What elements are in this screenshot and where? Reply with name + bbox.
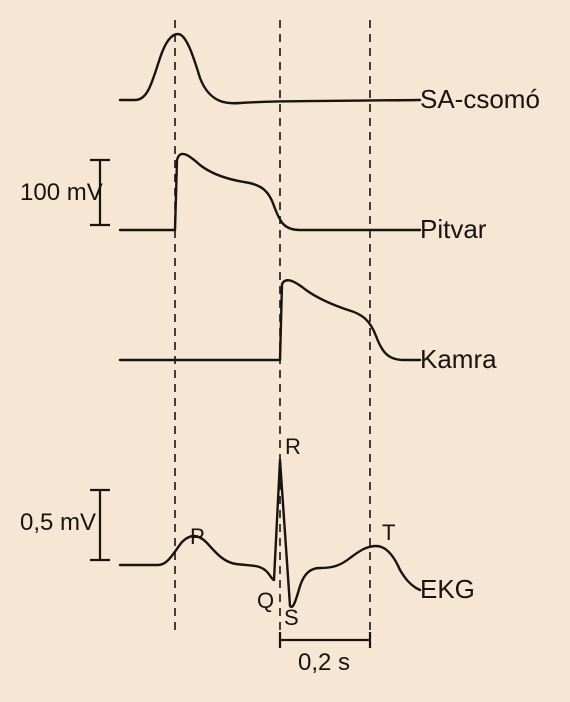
trace-sa-node [120,34,420,103]
label-sa-node: SA-csomó [420,84,540,114]
label-atrium: Pitvar [420,214,487,244]
wave-label-t: T [382,520,395,545]
trace-ventricle [120,280,420,360]
wave-label-q: Q [257,588,274,613]
scale-bar-0p5mv: 0,5 mV [20,490,110,560]
scale-label-100mv: 100 mV [20,179,103,206]
wave-label-p: P [190,524,205,549]
scale-bar-time: 0,2 s [280,632,370,676]
scale-label-0p5mv: 0,5 mV [20,509,96,536]
label-ekg: EKG [420,574,475,604]
trace-atrium [120,154,420,230]
trace-ekg [120,460,420,607]
label-ventricle: Kamra [420,344,497,374]
cardiac-action-potential-diagram: SA-csomó Pitvar Kamra EKG 100 mV 0,5 mV … [0,0,570,702]
wave-label-r: R [285,434,301,459]
wave-label-s: S [284,605,299,630]
scale-label-time: 0,2 s [298,649,350,676]
scale-bar-100mv: 100 mV [20,160,110,225]
